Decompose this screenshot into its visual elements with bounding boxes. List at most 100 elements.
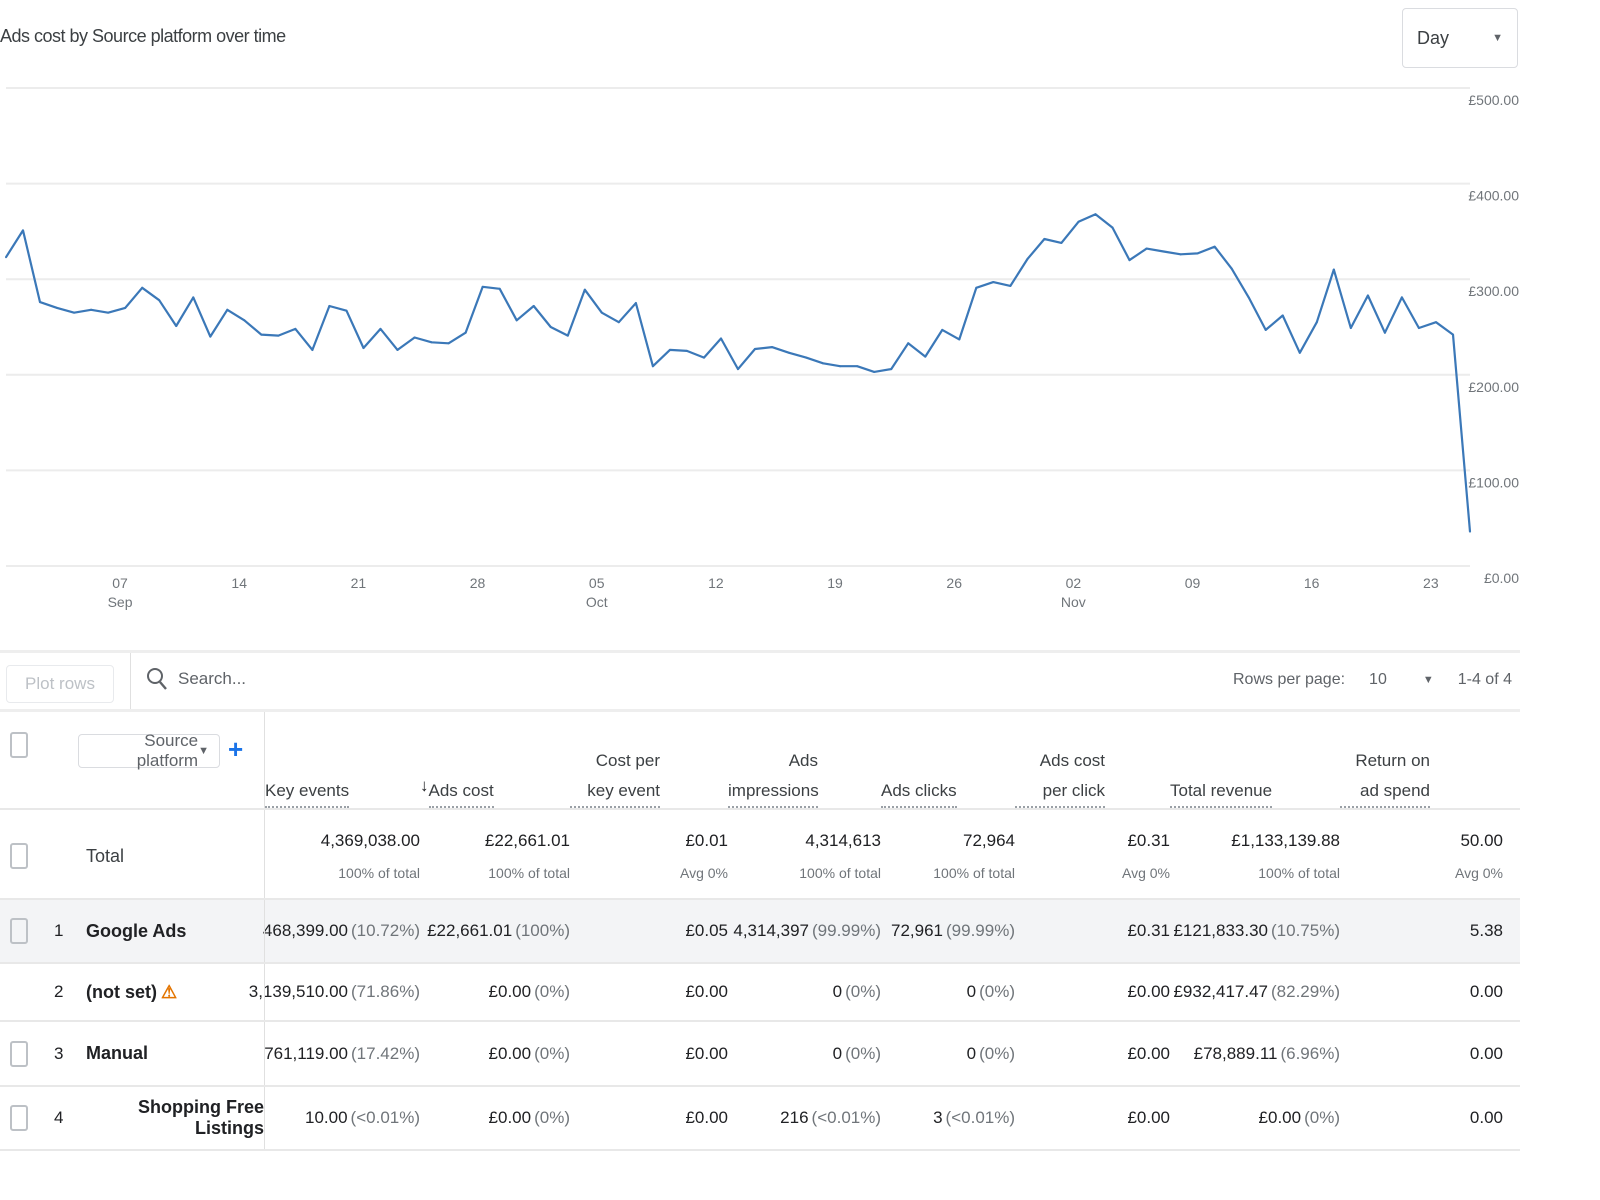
rows-per-page-select[interactable]: 10 ▼ [1369,671,1434,689]
row-cell: 0 (0%) [881,1022,1015,1085]
data-point [754,347,757,350]
cell-value: 761,119.00 [264,1043,349,1063]
data-point [464,331,467,334]
sort-descending-icon[interactable]: ↓ [420,776,429,795]
row-name[interactable]: Google Ads [86,921,186,942]
total-cell: 4,369,038.00 100% of total [265,810,420,898]
total-sub: 100% of total [488,865,570,881]
row-cell: 72,961 (99.99%) [881,900,1015,962]
column-header[interactable]: Ads impressions [728,712,881,808]
total-cell: £22,661.01 100% of total [420,810,570,898]
data-point [1417,326,1420,329]
add-dimension-icon[interactable]: + [228,734,244,764]
x-tick-label: 07 [112,575,128,591]
toolbar-divider [130,653,131,709]
table-row[interactable]: 2 (not set) ⚠ 3,139,510.00 (71.86%) £0.00 (0%)… [0,964,1520,1022]
data-point [924,355,927,358]
column-header[interactable]: Total revenue [1170,712,1340,808]
column-header[interactable]: Ads clicks [881,712,1015,808]
table-header-row: Source platform ▼ + Key events ↓ Ads cost C… [0,712,1520,810]
column-header[interactable]: Return on ad spend [1340,712,1503,808]
data-point [890,368,893,371]
column-header[interactable]: ↓ Ads cost [420,712,570,808]
table-row[interactable]: 1 Google Ads 468,399.00 (10.72%) £22,661.01(… [0,900,1520,964]
data-point [328,304,331,307]
table-row[interactable]: 3 Manual 761,119.00 (17.42%) £0.00 (0%) £0.00 0… [0,1022,1520,1087]
x-tick-label: 09 [1185,575,1201,591]
chart-title: Ads cost by Source platform over time [0,26,286,46]
cell-percent: (99.99%) [812,921,881,940]
cell-value: 5.38 [1469,921,1503,940]
data-point [805,356,808,359]
data-point [498,287,501,290]
data-point [1179,253,1182,256]
cell-percent: (0%) [1304,1108,1340,1127]
row-cell: £22,661.01 (100%) [420,900,570,962]
x-tick-label: 28 [470,575,486,591]
data-point [1400,296,1403,299]
row-name[interactable]: (not set) ⚠ [86,982,177,1003]
x-tick-label: 19 [827,575,843,591]
x-tick-label: 26 [946,575,962,591]
row-cell: 0.00 [1340,1022,1503,1085]
table-toolbar: Plot rows Search... Rows per page: 10 ▼ 1… [0,650,1520,712]
data-point [1332,268,1335,271]
row-name[interactable]: Shopping Free Listings [86,1097,264,1139]
total-sub: 100% of total [933,865,1015,881]
cell-value: 4,314,397 [733,921,810,940]
column-header[interactable]: Ads cost per click [1015,712,1170,808]
row-dimension-cell: 2 (not set) ⚠ [0,964,265,1020]
row-dimension-cell: 1 Google Ads [0,900,265,962]
row-checkbox[interactable] [10,1040,28,1067]
x-tick-label: 05 [589,575,605,591]
column-header[interactable]: Cost per key event [570,712,728,808]
row-name[interactable]: Manual [86,1043,148,1064]
total-checkbox[interactable] [10,843,28,869]
column-header[interactable]: Key events [265,712,420,808]
cell-value: 0.00 [1469,1043,1503,1063]
row-cell: £0.00 [1015,964,1170,1020]
data-point [1128,259,1131,262]
data-point [260,333,263,336]
data-point [90,308,93,311]
data-point [1451,333,1454,336]
data-point [107,311,110,314]
column-header-label: Ads clicks [881,776,957,808]
row-cell: £121,833.30 (10.75%) [1170,900,1340,962]
y-tick-label: £100.00 [1468,474,1519,490]
cell-value: 468,399.00 [262,921,349,940]
row-cell: £0.31 [1015,900,1170,962]
rows-per-page-label: Rows per page: [1232,671,1346,688]
plot-rows-button[interactable]: Plot rows [6,665,114,703]
warning-icon[interactable]: ⚠ [161,981,178,1002]
cell-value: £78,889.11 [1193,1043,1278,1063]
cell-value: 0 [966,1043,977,1063]
cell-percent: (82.29%) [1271,982,1340,1001]
search-input[interactable]: Search... [146,667,246,691]
pagination-range: 1-4 of 4 [1457,671,1512,688]
x-tick-month: Oct [586,594,608,610]
cell-value: £0.00 [488,1108,532,1127]
column-header-label: Cost per key event [570,746,660,808]
row-checkbox[interactable] [10,1105,28,1131]
row-cell: 0 (0%) [881,964,1015,1020]
data-point [294,327,297,330]
y-tick-label: £300.00 [1468,283,1519,299]
cell-percent: (6.96%) [1280,1043,1340,1063]
data-point [873,370,876,373]
select-all-checkbox[interactable] [10,732,28,758]
table-row[interactable]: 4 Shopping Free Listings 10.00 (<0.01%) £0.0… [0,1087,1520,1151]
granularity-select[interactable]: Day ▼ [1402,8,1518,68]
data-point [158,299,161,302]
cell-value: 0 [966,982,977,1001]
column-header-label: Ads cost per click [1015,746,1105,808]
row-cell: 0.00 [1340,1087,1503,1149]
data-point [1230,267,1233,270]
total-cell: £1,133,139.88 100% of total [1170,810,1340,898]
data-point [277,334,280,337]
dimension-select[interactable]: Source platform ▼ [78,731,220,770]
data-point [209,335,212,338]
cell-value: £0.00 [1127,1108,1170,1127]
data-point [1281,314,1284,317]
row-checkbox[interactable] [10,918,28,944]
